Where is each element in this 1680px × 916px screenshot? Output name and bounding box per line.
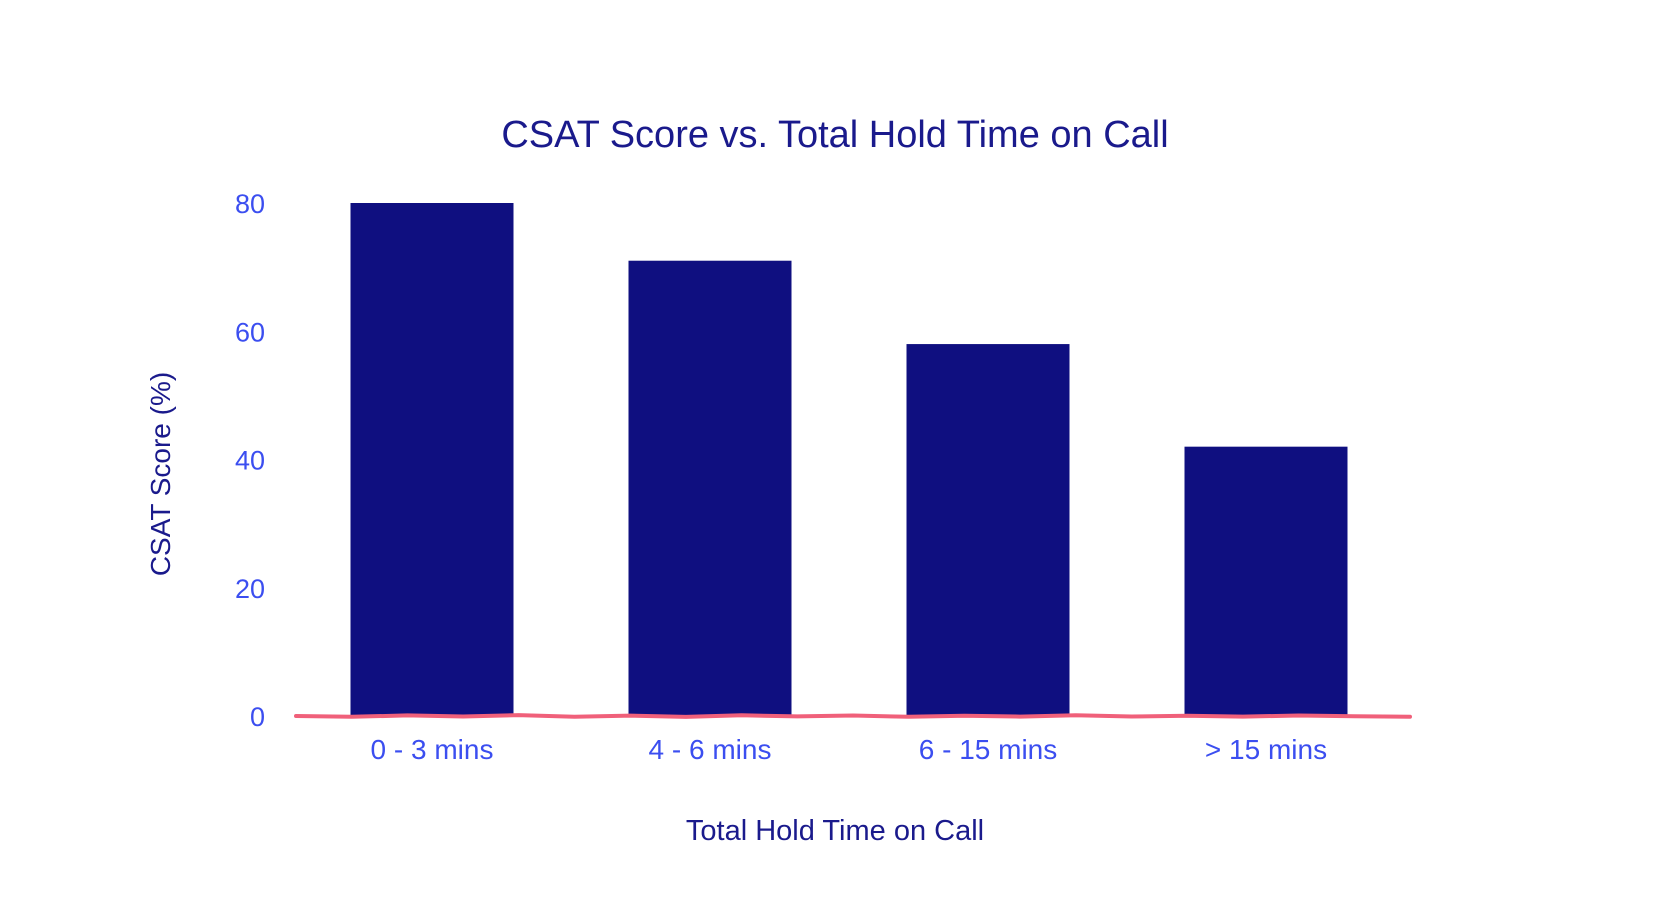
y-tick-label: 20 — [235, 574, 265, 604]
y-axis-label: CSAT Score (%) — [145, 372, 176, 576]
y-tick-label: 80 — [235, 189, 265, 219]
x-tick-label: > 15 mins — [1205, 734, 1327, 765]
x-tick-label: 6 - 15 mins — [919, 734, 1058, 765]
y-tick-label: 60 — [235, 317, 265, 347]
x-axis-ticks: 0 - 3 mins 4 - 6 mins 6 - 15 mins > 15 mins — [371, 734, 1328, 765]
bar — [906, 344, 1070, 716]
bars-group — [350, 203, 1348, 716]
x-axis-label: Total Hold Time on Call — [686, 815, 984, 847]
chart-title: CSAT Score vs. Total Hold Time on Call — [501, 114, 1168, 156]
y-tick-label: 40 — [235, 446, 265, 476]
x-axis-baseline — [294, 713, 1412, 719]
y-axis-ticks: 0 20 40 60 80 — [235, 189, 265, 732]
bar — [1184, 446, 1348, 716]
x-tick-label: 4 - 6 mins — [649, 734, 772, 765]
bar — [350, 203, 514, 716]
bar — [628, 260, 792, 716]
y-tick-label: 0 — [250, 702, 265, 732]
x-tick-label: 0 - 3 mins — [371, 734, 494, 765]
